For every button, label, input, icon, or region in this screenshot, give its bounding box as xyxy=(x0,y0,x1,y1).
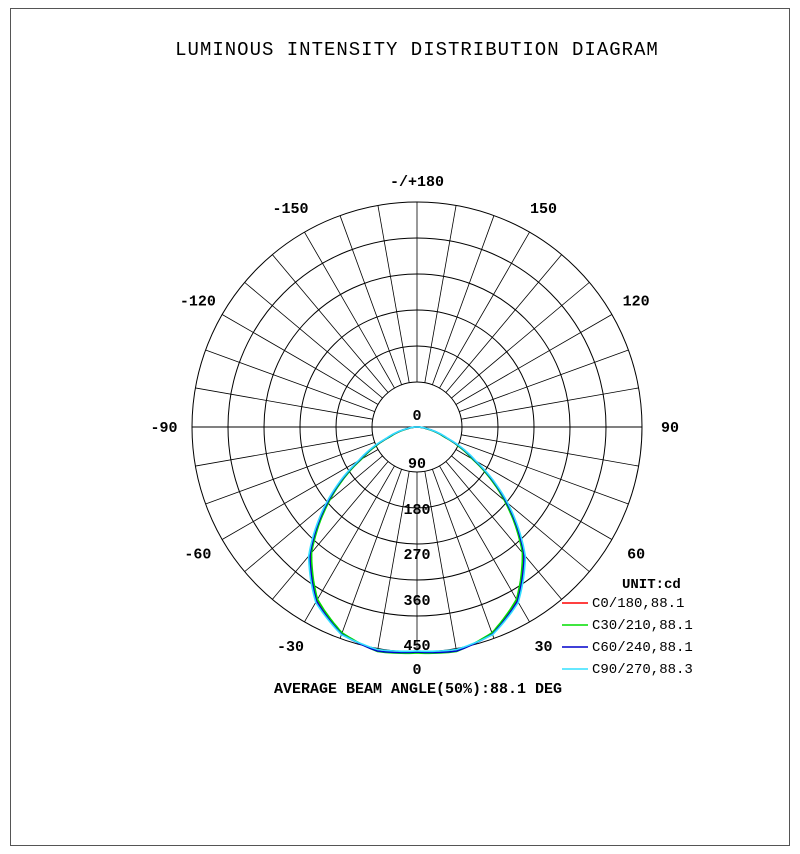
radial-tick-label: 360 xyxy=(403,593,430,610)
grid-spoke xyxy=(461,434,639,467)
series-curves xyxy=(307,426,527,655)
grid-spoke xyxy=(439,231,530,389)
radial-tick-label: 180 xyxy=(403,502,430,519)
grid-spoke xyxy=(461,387,639,420)
grid-spoke xyxy=(377,471,410,649)
radial-tick-label: 450 xyxy=(403,638,430,655)
grid-spoke xyxy=(459,442,629,505)
grid-spoke xyxy=(445,461,562,600)
series-curve-c90 xyxy=(307,426,527,653)
unit-label: UNIT:cd xyxy=(622,577,681,593)
angle-label: 60 xyxy=(627,547,645,564)
grid-spoke xyxy=(455,449,613,540)
angle-label: -150 xyxy=(272,201,308,218)
grid-spoke xyxy=(439,465,530,623)
grid-spoke xyxy=(205,442,375,505)
grid-spoke xyxy=(221,449,379,540)
polar-grid xyxy=(191,201,643,653)
legend-entry: C30/210,88.1 xyxy=(592,618,693,634)
grid-spoke xyxy=(195,434,373,467)
grid-spoke xyxy=(432,215,495,385)
radial-tick-labels: 0 90 180 270 360 450 0 xyxy=(403,408,430,679)
grid-spoke xyxy=(339,215,402,385)
grid-spoke xyxy=(244,282,383,399)
radial-tick-label: 90 xyxy=(408,456,426,473)
angle-label: 120 xyxy=(623,294,650,311)
grid-spoke xyxy=(432,469,495,639)
angle-labels: -/+180 -150 150 -120 120 -90 90 -60 60 -30 30 xyxy=(150,174,679,656)
angle-label: -/+180 xyxy=(390,174,444,191)
angle-label: -90 xyxy=(150,420,177,437)
grid-spoke xyxy=(459,349,629,412)
chart-title: LUMINOUS INTENSITY DISTRIBUTION DIAGRAM xyxy=(175,39,659,61)
angle-label: -60 xyxy=(184,547,211,564)
legend-entry: C60/240,88.1 xyxy=(592,640,693,656)
grid-spoke xyxy=(304,465,395,623)
grid-spoke xyxy=(339,469,402,639)
grid-spoke xyxy=(424,205,457,383)
angle-label: -120 xyxy=(180,294,216,311)
grid-spoke xyxy=(221,314,379,405)
grid-spoke xyxy=(205,349,375,412)
grid-spoke xyxy=(455,314,613,405)
angle-label: 30 xyxy=(534,639,552,656)
angle-label: -30 xyxy=(277,639,304,656)
legend-entry: C90/270,88.3 xyxy=(592,662,693,678)
radial-tick-label: 0 xyxy=(412,408,421,425)
legend: C0/180,88.1 C30/210,88.1 C60/240,88.1 C90/2… xyxy=(562,596,693,678)
angle-label: 150 xyxy=(530,201,557,218)
grid-spoke xyxy=(244,455,383,572)
grid-spoke xyxy=(445,254,562,393)
grid-spoke xyxy=(272,461,389,600)
grid-spoke xyxy=(377,205,410,383)
angle-label-bottom: 0 xyxy=(412,662,421,679)
radial-tick-label: 270 xyxy=(403,547,430,564)
grid-spoke xyxy=(272,254,389,393)
grid-spoke xyxy=(451,455,590,572)
grid-spoke xyxy=(424,471,457,649)
legend-entry: C0/180,88.1 xyxy=(592,596,684,612)
grid-spoke xyxy=(451,282,590,399)
angle-label: 90 xyxy=(661,420,679,437)
grid-spoke xyxy=(195,387,373,420)
grid-spoke xyxy=(304,231,395,389)
beam-angle-footer: AVERAGE BEAM ANGLE(50%):88.1 DEG xyxy=(274,681,562,698)
